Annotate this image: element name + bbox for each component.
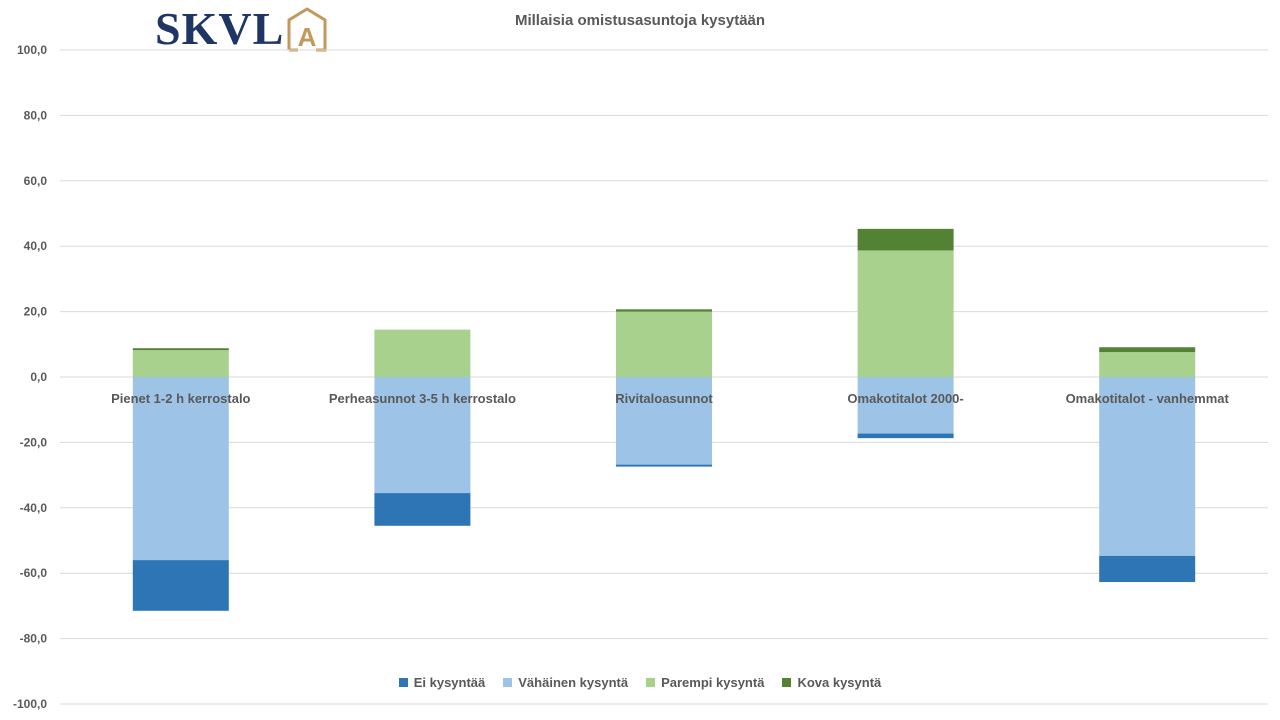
bar-segment-vähäinen-kysyntä: [1099, 377, 1196, 556]
legend-swatch: [503, 678, 513, 687]
bar-segment-parempi-kysyntä: [616, 311, 712, 377]
chart-title: Millaisia omistusasuntoja kysytään: [514, 12, 766, 29]
bar-segment-vähäinen-kysyntä: [616, 377, 712, 465]
bar-segment-parempi-kysyntä: [1099, 352, 1196, 377]
logo-text: SKVL: [155, 3, 285, 54]
y-tick-label: 40,0: [24, 239, 48, 253]
y-tick-label: -40,0: [20, 501, 48, 515]
y-tick-label: -100,0: [13, 697, 47, 711]
bar-segment-kova-kysyntä: [616, 309, 712, 312]
logo-mark-letter: A: [298, 22, 317, 52]
bar-segment-vähäinen-kysyntä: [857, 377, 954, 434]
y-tick-label: -80,0: [20, 632, 48, 646]
legend-swatch: [398, 678, 408, 687]
x-category-label: Pienet 1-2 h kerrostalo: [111, 391, 250, 406]
legend-label: Kova kysyntä: [797, 675, 882, 690]
legend-swatch: [646, 678, 656, 687]
bar-segment-ei-kysyntää: [1099, 555, 1196, 583]
y-axis-ticks: 100,0 80,0 60,0 40,0 20,0 0,0 -20,0 -40,0 -60,0 -…: [13, 43, 47, 711]
legend-label: Ei kysyntää: [413, 675, 486, 690]
x-category-label: Omakotitalot - vanhemmat: [1066, 391, 1230, 406]
bar-segment-kova-kysyntä: [132, 348, 229, 351]
y-tick-label: -60,0: [20, 566, 48, 580]
bar-segment-parempi-kysyntä: [857, 250, 954, 377]
legend-item: Kova kysyntä: [782, 675, 881, 690]
bar-segment-ei-kysyntää: [616, 464, 712, 467]
legend-item: Vähäinen kysyntä: [503, 675, 628, 690]
y-tick-label: 100,0: [17, 43, 47, 57]
x-category-label: Perheasunnot 3-5 h kerrostalo: [329, 391, 516, 406]
bar-segment-ei-kysyntää: [374, 493, 471, 526]
y-tick-label: -20,0: [20, 435, 48, 449]
legend-label: Vähäinen kysyntä: [518, 675, 629, 690]
bar-segment-kova-kysyntä: [857, 228, 954, 251]
x-category-label: Rivitaloasunnot: [615, 391, 713, 406]
bar-segment-ei-kysyntää: [132, 560, 229, 611]
bar-segment-ei-kysyntää: [857, 433, 954, 439]
legend-item: Ei kysyntää: [398, 675, 486, 690]
skvl-logo: SKVL A: [155, 6, 328, 52]
bar-stacks: [132, 228, 1196, 611]
bar-segment-parempi-kysyntä: [374, 329, 471, 377]
legend-swatch: [782, 678, 792, 687]
x-category-label: Omakotitalot 2000-: [847, 391, 963, 406]
legend: Ei kysyntää Vähäinen kysyntä Parempi kysyn…: [0, 675, 1280, 690]
y-tick-label: 60,0: [24, 174, 48, 188]
y-tick-label: 80,0: [24, 108, 48, 122]
legend-label: Parempi kysyntä: [661, 675, 765, 690]
y-tick-label: 0,0: [30, 370, 47, 384]
y-tick-label: 20,0: [24, 305, 48, 319]
bar-segment-vähäinen-kysyntä: [132, 377, 229, 561]
bar-segment-kova-kysyntä: [1099, 347, 1196, 353]
bar-segment-vähäinen-kysyntä: [374, 377, 471, 494]
bar-segment-parempi-kysyntä: [132, 350, 229, 377]
legend-item: Parempi kysyntä: [646, 675, 764, 690]
x-axis-labels: Pienet 1-2 h kerrostalo Perheasunnot 3-5 …: [111, 391, 1229, 406]
